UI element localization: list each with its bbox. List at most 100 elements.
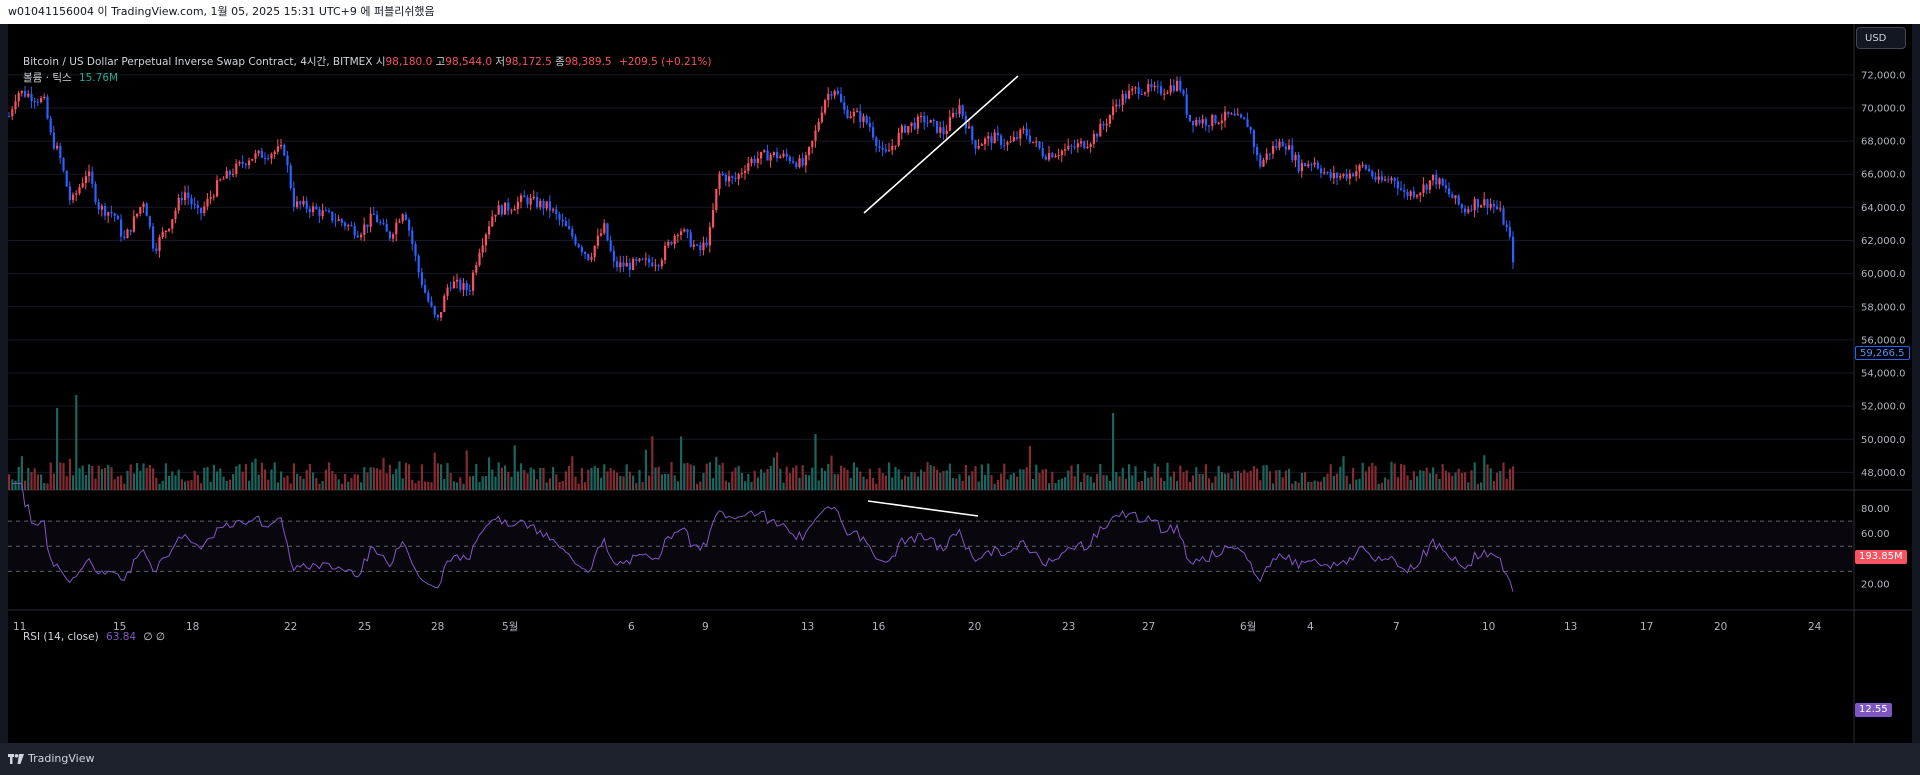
volume-bar (260, 462, 263, 490)
volume-bar (689, 464, 692, 490)
volume-bar (1316, 481, 1319, 490)
price-axis-label: 54,000.0 (1861, 369, 1906, 380)
candle-body (1115, 104, 1118, 107)
candle-body (97, 201, 100, 210)
volume-bar (1016, 476, 1019, 490)
candle-body (1438, 178, 1441, 185)
candle-body (891, 145, 894, 151)
candle-body (561, 219, 564, 222)
price-axis-label: 64,000.0 (1861, 203, 1906, 214)
candle-body (334, 220, 337, 222)
volume-bar (1496, 472, 1499, 490)
volume-bar (1473, 462, 1476, 490)
volume-bar (139, 470, 142, 490)
volume-bar (1451, 475, 1454, 490)
volume-legend: 볼륨 · 틱스 15.76M (23, 70, 118, 85)
volume-bar (635, 482, 638, 490)
candle-body (123, 236, 126, 239)
candle-body (145, 203, 148, 217)
candle-body (1294, 155, 1297, 161)
candle-body (1070, 145, 1073, 147)
candle-body (593, 245, 596, 258)
volume-bar (744, 481, 747, 490)
candle-body (1499, 208, 1502, 210)
candle-body (424, 285, 427, 293)
candle-body (228, 170, 231, 175)
rsi-label: RSI (14, close) (23, 631, 99, 643)
candle-body (472, 272, 475, 291)
volume-bar (862, 476, 865, 490)
volume-bar (49, 462, 52, 490)
volume-bar (356, 474, 359, 490)
candle-body (1195, 119, 1198, 126)
candle-body (753, 158, 756, 163)
volume-bar (1448, 472, 1451, 490)
volume-bar (616, 472, 619, 490)
candle-body (209, 197, 212, 199)
candle-body (363, 224, 366, 235)
volume-bar (17, 466, 20, 490)
candle-body (289, 165, 292, 189)
volume-bar (462, 483, 465, 490)
candle-body (1304, 163, 1307, 167)
volume-bar (817, 480, 820, 490)
volume-bar (776, 452, 779, 490)
volume-bar (420, 464, 423, 490)
volume-bar (1444, 470, 1447, 490)
candle-body (1246, 119, 1249, 128)
candle-body (1198, 119, 1201, 124)
volume-bar (100, 468, 103, 490)
volume-bar (75, 395, 78, 490)
candle-body (1416, 195, 1419, 197)
candle-body (705, 242, 708, 246)
candle-body (612, 250, 615, 262)
volume-bar (1022, 469, 1025, 490)
candle-body (1217, 122, 1220, 124)
volume-bar (664, 473, 667, 490)
candle-body (731, 176, 734, 178)
volume-bar (584, 482, 587, 490)
candle-body (475, 265, 478, 273)
volume-bar (913, 472, 916, 490)
tradingview-logo[interactable]: TradingView (8, 752, 94, 765)
candle-body (8, 116, 11, 118)
volume-bar (1387, 479, 1390, 490)
low-label: 저 (495, 56, 506, 68)
volume-bar (888, 462, 891, 490)
candle-body (926, 122, 929, 124)
currency-button[interactable]: USD (1856, 27, 1906, 49)
candle-body (296, 201, 299, 207)
candle-body (881, 147, 884, 150)
volume-bar (1195, 467, 1198, 490)
volume-bar (1326, 473, 1329, 490)
volume-bar (1294, 481, 1297, 490)
high-label: 고 (435, 56, 446, 68)
candle-body (571, 228, 574, 237)
chart-canvas[interactable]: 48,000.0 50,000.0 52,000.0 54,000.0 56,000.0… (8, 24, 1912, 743)
candle-body (904, 125, 907, 133)
volume-bar (376, 468, 379, 490)
candle-body (577, 244, 580, 248)
volume-bar (939, 472, 942, 490)
candle-body (648, 258, 651, 263)
volume-bar (36, 474, 39, 490)
volume-bar (254, 458, 257, 490)
volume-bar (1211, 482, 1214, 490)
candle-body (760, 152, 763, 159)
candle-body (1486, 199, 1489, 208)
candle-body (715, 188, 718, 210)
chart-frame[interactable]: 48,000.0 50,000.0 52,000.0 54,000.0 56,000.0… (8, 24, 1912, 743)
candle-body (1291, 145, 1294, 161)
price-axis-label: 60,000.0 (1861, 269, 1906, 280)
volume-bar (1041, 469, 1044, 490)
candle-body (1147, 83, 1150, 93)
candle-body (449, 287, 452, 289)
volume-bar (155, 477, 158, 490)
volume-bar (993, 483, 996, 490)
volume-bar (212, 464, 215, 490)
candle-body (1019, 129, 1022, 139)
candle-body (1220, 120, 1223, 123)
candle-body (1451, 194, 1454, 199)
candle-body (993, 132, 996, 144)
volume-bar (145, 467, 148, 490)
